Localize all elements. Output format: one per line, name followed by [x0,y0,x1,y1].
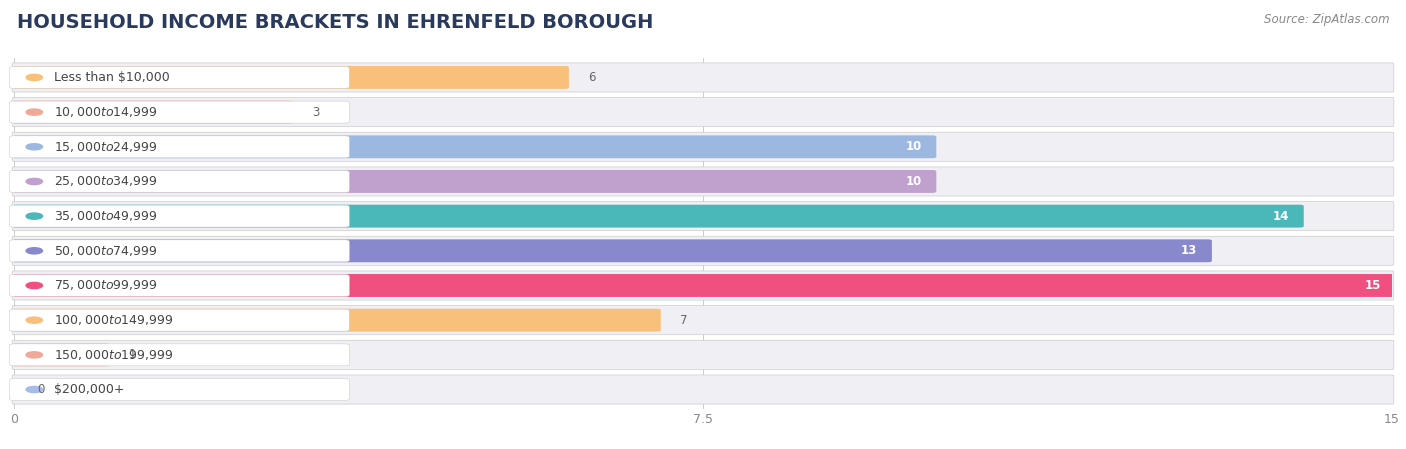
FancyBboxPatch shape [10,239,1212,262]
FancyBboxPatch shape [13,340,1393,370]
FancyBboxPatch shape [13,63,1393,92]
Text: $150,000 to $199,999: $150,000 to $199,999 [55,348,174,362]
FancyBboxPatch shape [10,309,349,331]
FancyBboxPatch shape [13,375,1393,404]
Text: 0: 0 [37,383,45,396]
FancyBboxPatch shape [10,274,1396,297]
Text: HOUSEHOLD INCOME BRACKETS IN EHRENFELD BOROUGH: HOUSEHOLD INCOME BRACKETS IN EHRENFELD B… [17,13,654,32]
Text: 1: 1 [129,348,136,361]
FancyBboxPatch shape [10,309,661,332]
FancyBboxPatch shape [13,236,1393,265]
Circle shape [27,213,42,219]
Text: $25,000 to $34,999: $25,000 to $34,999 [55,175,157,189]
Text: $35,000 to $49,999: $35,000 to $49,999 [55,209,157,223]
FancyBboxPatch shape [13,306,1393,335]
FancyBboxPatch shape [10,101,294,123]
Text: $200,000+: $200,000+ [55,383,125,396]
FancyBboxPatch shape [10,136,349,158]
Text: 7: 7 [681,314,688,327]
Text: Less than $10,000: Less than $10,000 [55,71,170,84]
Text: 10: 10 [905,140,921,153]
FancyBboxPatch shape [10,344,349,366]
Circle shape [27,352,42,358]
FancyBboxPatch shape [10,379,349,401]
FancyBboxPatch shape [10,205,349,227]
Circle shape [27,178,42,185]
FancyBboxPatch shape [10,170,936,193]
FancyBboxPatch shape [13,271,1393,300]
Text: 6: 6 [588,71,596,84]
FancyBboxPatch shape [10,101,349,123]
Text: 3: 3 [312,106,321,119]
Circle shape [27,109,42,115]
FancyBboxPatch shape [10,343,110,366]
Text: $100,000 to $149,999: $100,000 to $149,999 [55,313,174,327]
FancyBboxPatch shape [13,202,1393,231]
Text: $75,000 to $99,999: $75,000 to $99,999 [55,278,157,292]
FancyBboxPatch shape [10,274,349,296]
FancyBboxPatch shape [10,135,936,158]
FancyBboxPatch shape [13,132,1393,161]
FancyBboxPatch shape [10,66,569,89]
FancyBboxPatch shape [10,205,1303,228]
Circle shape [27,248,42,254]
Text: 15: 15 [1365,279,1381,292]
FancyBboxPatch shape [10,66,349,88]
FancyBboxPatch shape [13,97,1393,127]
Circle shape [27,282,42,289]
Circle shape [27,387,42,392]
Text: Source: ZipAtlas.com: Source: ZipAtlas.com [1264,13,1389,26]
FancyBboxPatch shape [13,167,1393,196]
Text: $10,000 to $14,999: $10,000 to $14,999 [55,105,157,119]
Circle shape [27,75,42,80]
Circle shape [27,317,42,323]
FancyBboxPatch shape [10,171,349,193]
FancyBboxPatch shape [10,240,349,262]
Text: 13: 13 [1181,244,1197,257]
Text: 10: 10 [905,175,921,188]
Text: $15,000 to $24,999: $15,000 to $24,999 [55,140,157,154]
Text: $50,000 to $74,999: $50,000 to $74,999 [55,244,157,258]
Circle shape [27,144,42,150]
Text: 14: 14 [1272,210,1289,223]
